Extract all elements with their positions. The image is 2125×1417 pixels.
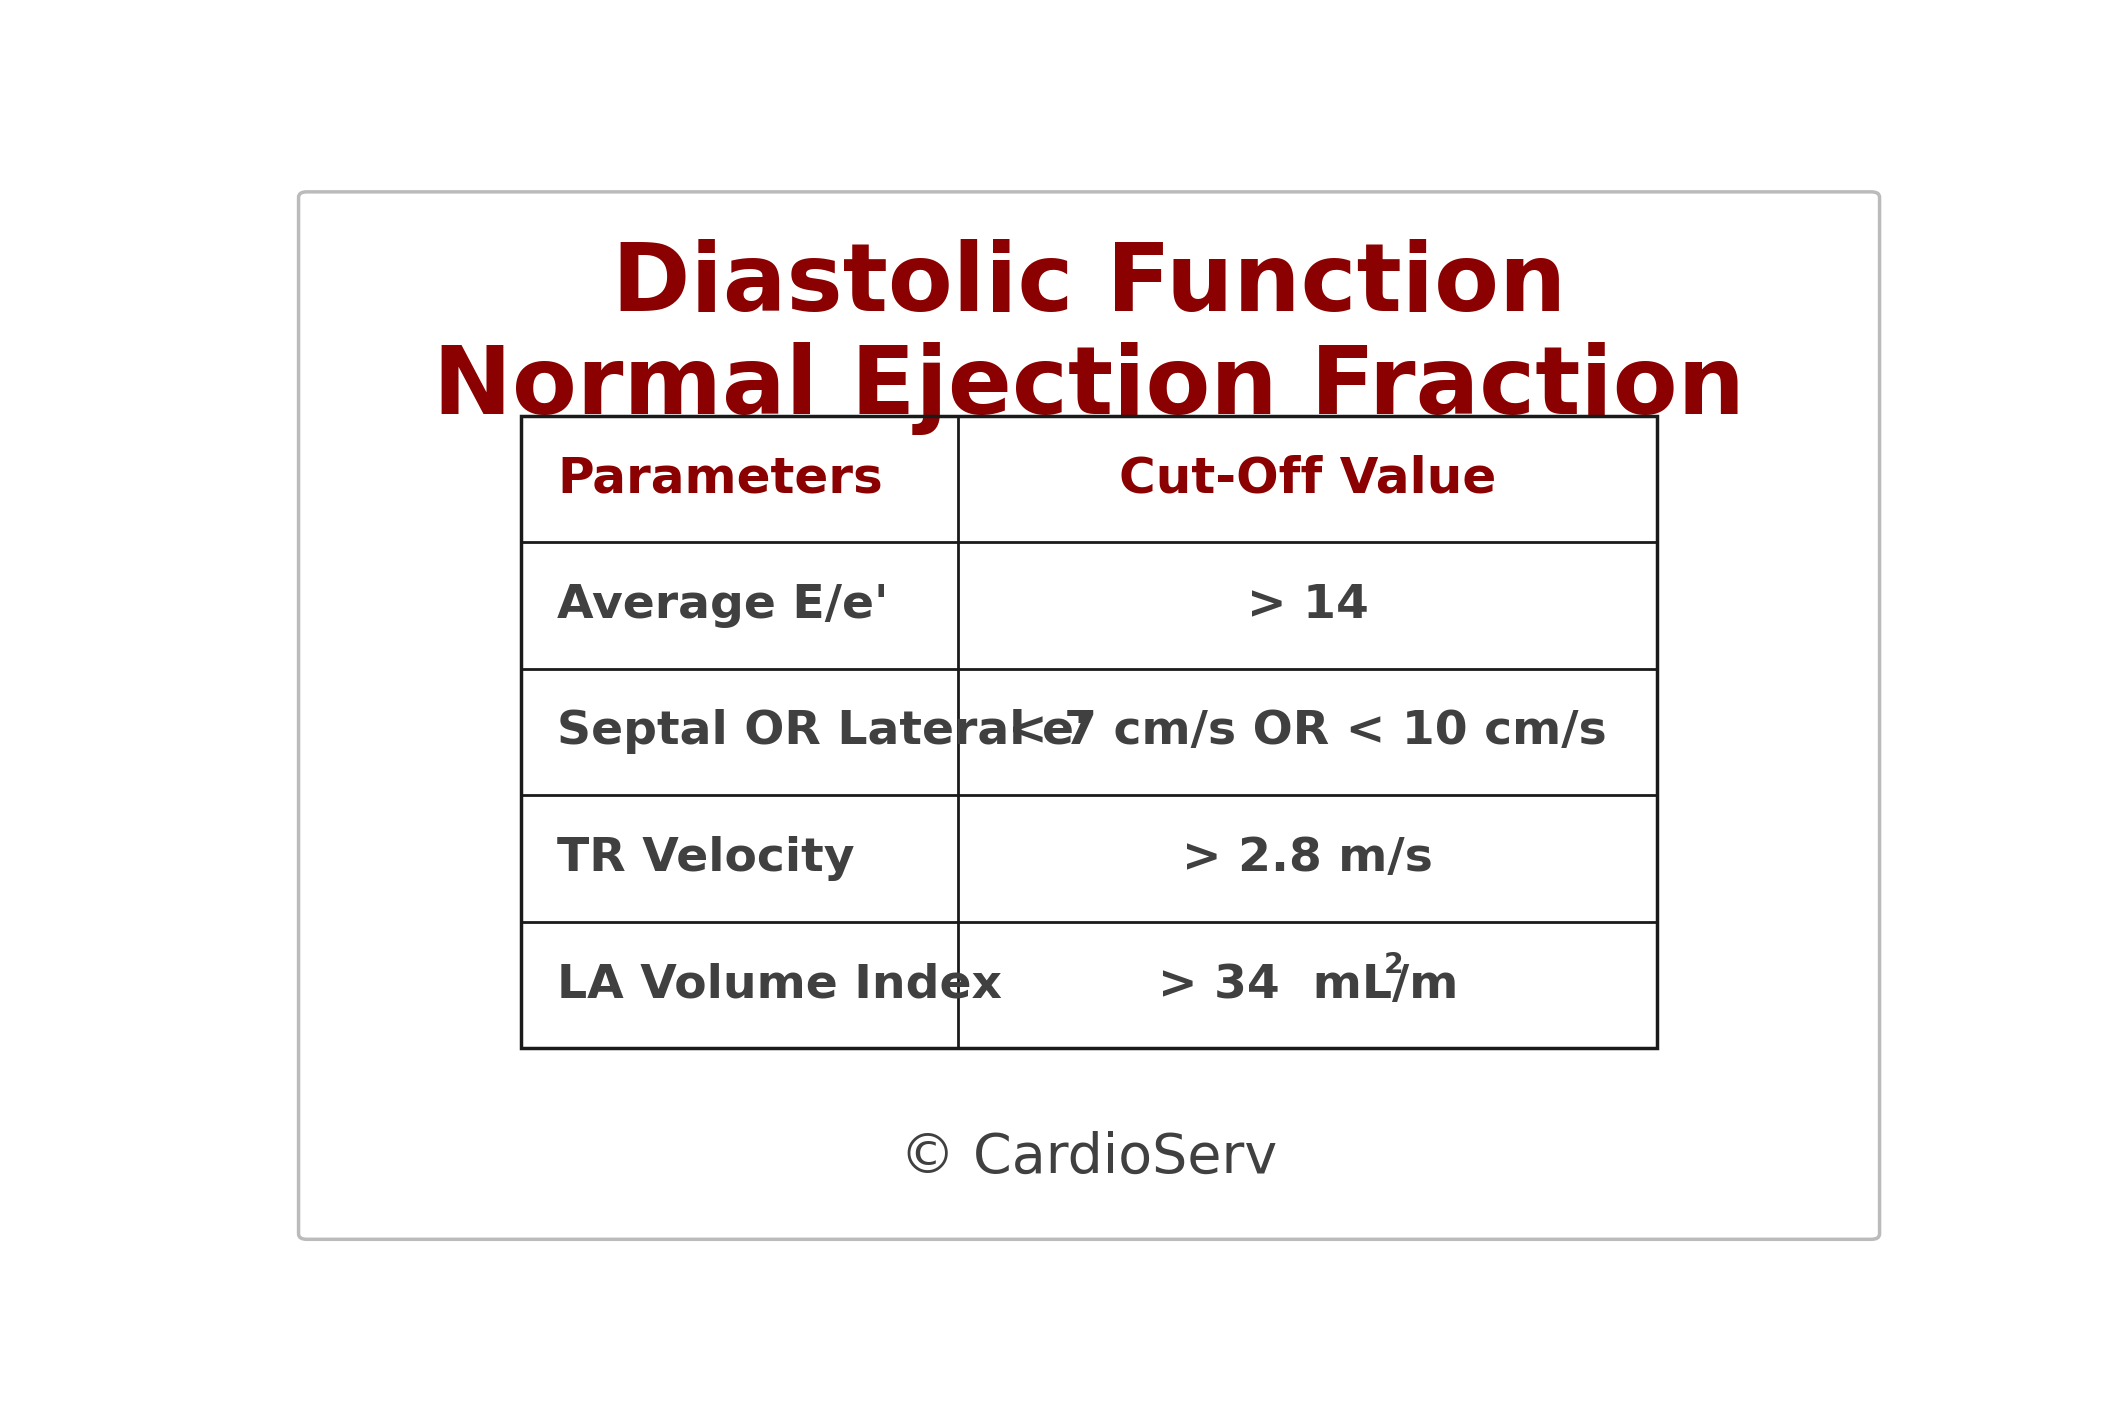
Text: > 34  mL/m: > 34 mL/m xyxy=(1158,962,1458,1007)
Text: © CardioServ: © CardioServ xyxy=(901,1131,1277,1185)
Text: 2: 2 xyxy=(1383,951,1402,979)
Text: Parameters: Parameters xyxy=(557,455,882,503)
Bar xyxy=(521,415,1658,1049)
FancyBboxPatch shape xyxy=(298,191,1881,1240)
Text: > 14: > 14 xyxy=(1247,582,1368,628)
Text: > 2.8 m/s: > 2.8 m/s xyxy=(1182,836,1432,881)
Bar xyxy=(521,415,1658,1049)
Text: Average E/e': Average E/e' xyxy=(557,582,888,628)
Text: LA Volume Index: LA Volume Index xyxy=(557,962,1003,1007)
Text: Cut-Off Value: Cut-Off Value xyxy=(1120,455,1496,503)
Text: Septal OR Lateral e': Septal OR Lateral e' xyxy=(557,710,1088,754)
Text: < 7 cm/s OR < 10 cm/s: < 7 cm/s OR < 10 cm/s xyxy=(1009,710,1606,754)
Text: TR Velocity: TR Velocity xyxy=(557,836,854,881)
Text: Normal Ejection Fraction: Normal Ejection Fraction xyxy=(434,341,1745,435)
Text: Diastolic Function: Diastolic Function xyxy=(612,238,1566,330)
